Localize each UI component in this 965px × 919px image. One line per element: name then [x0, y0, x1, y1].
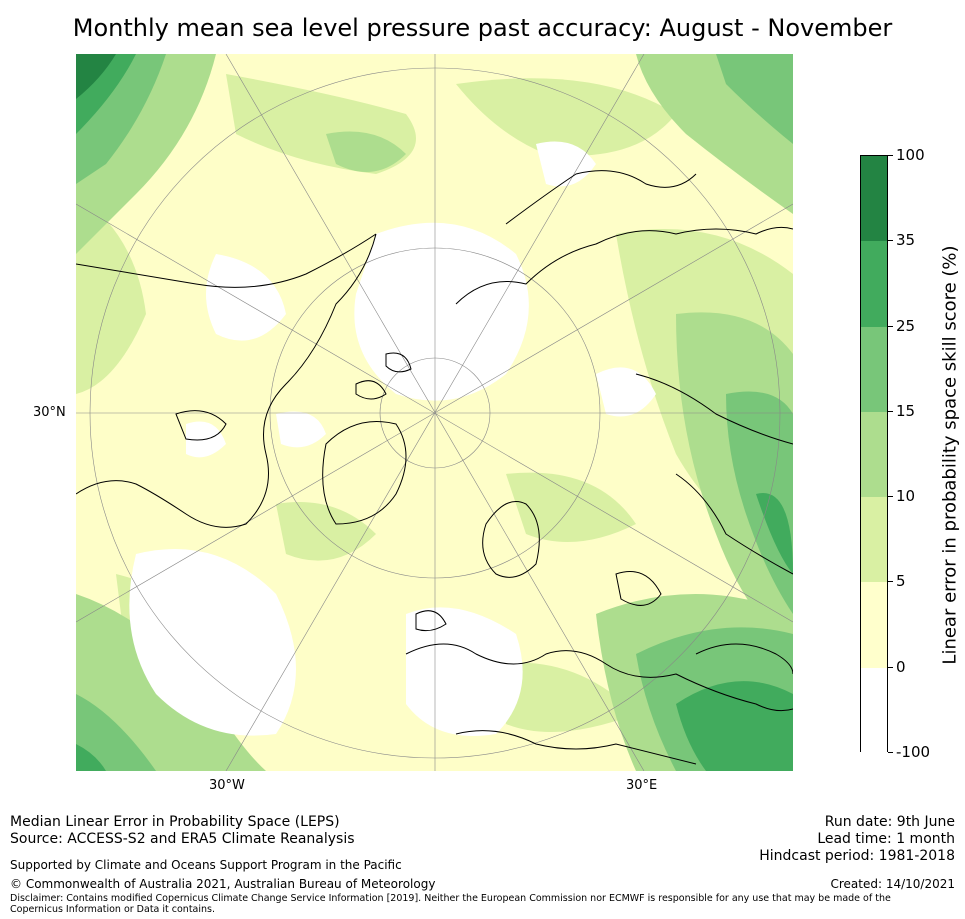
footer-source: Source: ACCESS-S2 and ERA5 Climate Reana…	[10, 831, 355, 847]
footer-method: Median Linear Error in Probability Space…	[10, 814, 340, 830]
colorbar-tick-label: -100	[896, 743, 931, 761]
colorbar-segment	[861, 497, 887, 583]
colorbar-tick	[888, 155, 893, 156]
colorbar-tick-label: 100	[896, 146, 925, 164]
footer-copyright: © Commonwealth of Australia 2021, Austra…	[10, 877, 436, 891]
colorbar-tick-label: 15	[896, 401, 916, 420]
colorbar-tick-label: 25	[896, 316, 916, 335]
colorbar-tick-label: 35	[896, 231, 916, 250]
colorbar-tick	[888, 410, 893, 412]
skill-negative-region	[129, 141, 656, 736]
colorbar-segment	[861, 667, 887, 754]
colorbar-tick	[888, 325, 893, 327]
colorbar-title: Linear error in probability space skill …	[939, 245, 961, 665]
colorbar	[860, 155, 888, 754]
colorbar-tick	[888, 581, 893, 583]
footer-support: Supported by Climate and Oceans Support …	[10, 858, 402, 872]
footer-disclaimer: Disclaimer: Contains modified Copernicus…	[10, 893, 891, 915]
colorbar-tick	[888, 496, 893, 498]
chart-title: Monthly mean sea level pressure past acc…	[72, 14, 893, 42]
colorbar-segment	[861, 326, 887, 413]
colorbar-segment	[861, 156, 887, 242]
footer-lead-time: Lead time: 1 month	[817, 831, 955, 847]
colorbar-tick-label: 10	[896, 487, 916, 506]
colorbar-tick-label: 0	[896, 657, 906, 676]
skill-score-map	[76, 54, 793, 771]
polar-map	[76, 54, 793, 771]
footer-hindcast: Hindcast period: 1981-2018	[759, 848, 955, 864]
colorbar-tick	[888, 752, 893, 753]
colorbar-tick	[888, 240, 893, 242]
lon-label-30e: 30°E	[626, 778, 658, 793]
coastlines	[76, 170, 793, 765]
colorbar-segment	[861, 411, 887, 498]
colorbar-segment	[861, 241, 887, 328]
skill-35-100-region	[76, 54, 116, 99]
colorbar-segment	[861, 582, 887, 669]
lon-label-30w: 30°W	[209, 778, 245, 793]
colorbar-tick	[888, 666, 893, 668]
lat-label-30n: 30°N	[33, 405, 66, 420]
colorbar-tick-label: 5	[896, 572, 906, 591]
footer-created: Created: 14/10/2021	[830, 877, 955, 891]
footer-run-date: Run date: 9th June	[824, 814, 955, 830]
